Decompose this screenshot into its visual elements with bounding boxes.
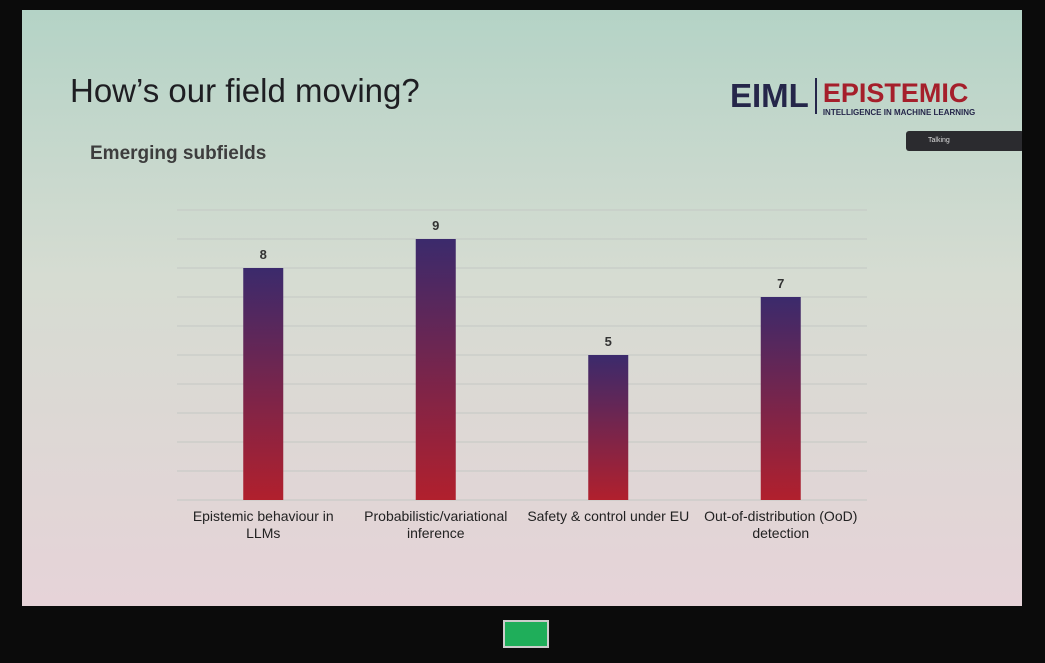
value-label: 5 <box>605 334 612 349</box>
bar <box>415 239 456 500</box>
logo-text: EIML <box>730 78 817 114</box>
popup[interactable]: Talking <box>906 131 1022 151</box>
logo-tagline: INTELLIGENCE IN MACHINE LEARNING <box>822 108 976 117</box>
value-label: 8 <box>260 247 267 262</box>
x-tick-label: Out-of-distribution (OoD) detection <box>704 508 858 541</box>
bar <box>588 355 629 500</box>
slide: How’s our field moving? Emerging subfiel… <box>22 10 1022 606</box>
x-tick-label: Safety & control under EU <box>527 508 690 524</box>
logo: EIML EPISTEMIC INTELLIGENCE IN MACHINE L… <box>730 78 975 118</box>
x-tick-label: Epistemic behaviour in LLMs <box>192 508 334 541</box>
value-label: 9 <box>432 218 439 233</box>
x-tick-label: Probabilistic/variational inference <box>364 508 508 541</box>
slide-title: How’s our field moving? <box>70 72 420 109</box>
chart-title: Emerging subfields <box>90 143 267 164</box>
exit-sign <box>503 620 549 648</box>
chart: 8 9 5 7 <box>177 209 867 501</box>
bar <box>760 297 801 500</box>
value-label: 7 <box>777 276 784 291</box>
logo-box: EPISTEMIC INTELLIGENCE IN MACHINE LEARNI… <box>817 78 975 117</box>
logo-text: EPISTEMIC <box>822 78 969 108</box>
bar <box>243 268 284 500</box>
